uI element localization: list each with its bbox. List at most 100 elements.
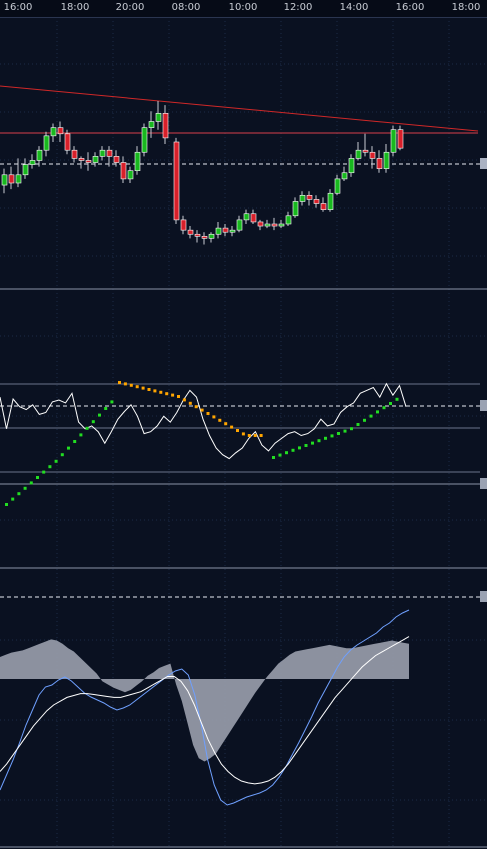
- sar-dot-up: [317, 439, 321, 443]
- candle-up: [334, 178, 341, 194]
- candle-up: [1, 174, 8, 186]
- sar-dot-down: [241, 432, 245, 436]
- candle-down: [194, 233, 201, 237]
- sar-dot-down: [259, 434, 263, 437]
- candle-up: [50, 127, 57, 137]
- sar-dot-up: [324, 436, 327, 440]
- sar-dot-down: [118, 381, 121, 384]
- sar-dot-up: [23, 486, 27, 490]
- sar-dot-down: [153, 389, 157, 393]
- candle-up: [22, 164, 29, 176]
- sar-dot-up: [350, 427, 353, 431]
- candle-down: [173, 141, 180, 221]
- sar-dot-up: [48, 465, 52, 469]
- macd-level-handle[interactable]: [480, 591, 487, 602]
- sar-dot-up: [395, 397, 399, 401]
- time-label: 16:00: [3, 2, 33, 13]
- sar-dot-down: [135, 385, 139, 389]
- sar-dot-down: [212, 415, 216, 419]
- candle-up: [292, 201, 299, 217]
- candle-down: [320, 203, 327, 210]
- candle-up: [278, 223, 285, 227]
- candle-up: [155, 113, 162, 122]
- sar-dot-down: [224, 422, 228, 426]
- price-level-handle[interactable]: [480, 158, 487, 169]
- sar-dot-up: [54, 459, 58, 463]
- candle-down: [369, 151, 376, 159]
- time-label: 12:00: [283, 2, 313, 13]
- sar-dot-down: [165, 392, 169, 396]
- candle-down: [8, 174, 15, 184]
- sar-dot-up: [67, 446, 70, 450]
- sar-dot-up: [85, 426, 89, 430]
- sar-dot-up: [343, 429, 347, 433]
- time-label: 20:00: [115, 2, 145, 13]
- candle-down: [271, 223, 278, 227]
- sar-dot-up: [42, 470, 46, 474]
- sar-dot-down: [218, 418, 222, 422]
- candle-up: [92, 156, 99, 163]
- sar-dot-down: [159, 390, 163, 394]
- candle-down: [71, 149, 78, 159]
- candle-up: [383, 151, 390, 169]
- sar-dot-up: [311, 441, 314, 445]
- sar-dot-down: [182, 398, 186, 402]
- time-label: 18:00: [60, 2, 90, 13]
- sar-dot-up: [104, 407, 108, 410]
- candle-up: [348, 158, 355, 174]
- candle-up: [99, 149, 106, 157]
- candle-up: [29, 160, 36, 165]
- time-axis: 16:00 18:00 20:00 08:00 10:00 12:00 14:00 16:00…: [0, 0, 487, 18]
- candle-up: [208, 233, 215, 239]
- sar-dot-up: [298, 446, 301, 450]
- macd-histogram: [0, 639, 409, 762]
- sar-dot-up: [363, 418, 366, 422]
- sar-dot-up: [110, 400, 114, 404]
- sar-dot-up: [356, 423, 360, 426]
- sar-dot-down: [200, 408, 204, 412]
- candle-up: [229, 229, 236, 233]
- candle-up: [390, 129, 397, 153]
- time-label: 16:00: [395, 2, 425, 13]
- candle-down: [120, 162, 127, 180]
- candle-up: [148, 121, 155, 128]
- sar-dot-down: [253, 434, 257, 437]
- sar-dot-up: [98, 413, 101, 417]
- candle-up: [15, 174, 22, 184]
- stochastic-line: [0, 382, 407, 460]
- candle-up: [341, 172, 348, 180]
- candle-down: [187, 229, 194, 235]
- sar-dot-up: [330, 434, 334, 438]
- sar-dot-up: [304, 444, 308, 447]
- candle-up: [36, 149, 43, 161]
- time-label: 14:00: [339, 2, 369, 13]
- sar-dot-down: [177, 395, 180, 398]
- candle-up: [43, 135, 50, 151]
- sar-dot-down: [206, 412, 210, 415]
- candle-up: [236, 219, 243, 231]
- sar-dot-down: [129, 383, 133, 387]
- sar-dot-up: [79, 433, 83, 437]
- candle-down: [57, 127, 64, 135]
- candle-down: [362, 149, 369, 153]
- candle-down: [306, 195, 313, 200]
- candle-up: [134, 151, 141, 172]
- candle-down: [180, 219, 187, 231]
- sar-dot-down: [141, 386, 145, 390]
- trendline: [0, 85, 479, 132]
- candle-up: [141, 127, 148, 153]
- stochastic-bottom-handle[interactable]: [480, 478, 487, 489]
- sar-dot-up: [272, 456, 275, 459]
- sar-dot-down: [188, 401, 192, 405]
- candle-down: [78, 158, 85, 161]
- candle-down: [113, 156, 120, 163]
- sar-dot-up: [278, 453, 282, 457]
- candle-down: [257, 221, 264, 227]
- sar-dot-up: [369, 414, 373, 418]
- sar-dot-up: [11, 497, 15, 501]
- sar-dot-down: [236, 429, 239, 432]
- stochastic-level-handle[interactable]: [480, 400, 487, 411]
- sar-dot-down: [147, 388, 151, 391]
- sar-dot-up: [382, 406, 386, 410]
